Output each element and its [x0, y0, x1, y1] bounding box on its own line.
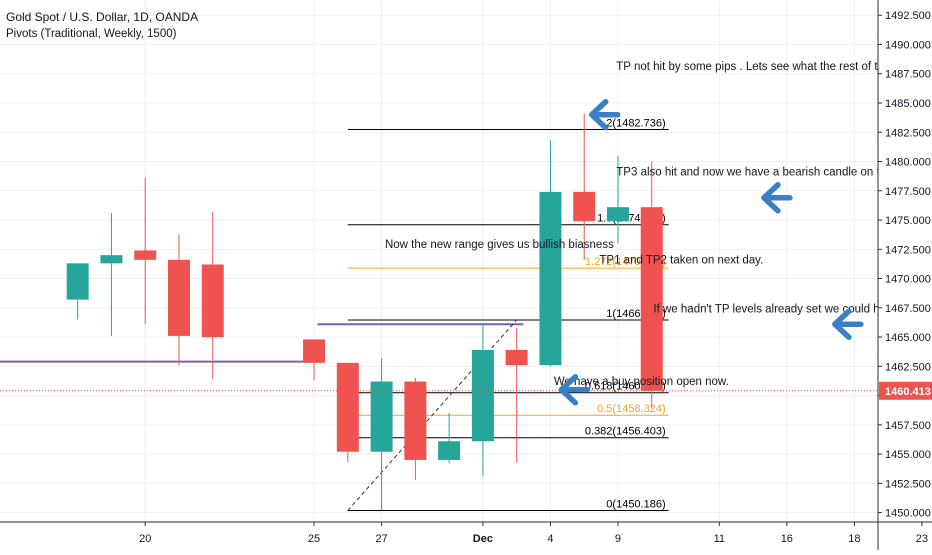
- candle[interactable]: [539, 140, 562, 367]
- fib-level-label: 0.382(1456.403): [585, 426, 666, 438]
- current-price-badge: [879, 381, 932, 400]
- candle-body[interactable]: [539, 191, 562, 366]
- chart-title: Gold Spot / U.S. Dollar, 1D, OANDA: [6, 10, 198, 24]
- arrow-left-icon[interactable]: [832, 308, 864, 340]
- candle[interactable]: [404, 378, 427, 480]
- x-tick-label: 27: [375, 533, 387, 545]
- candles[interactable]: [66, 113, 663, 511]
- x-tick-label: 16: [781, 533, 793, 545]
- candle-body[interactable]: [438, 441, 461, 460]
- candle[interactable]: [201, 211, 224, 380]
- x-tick-label: 11: [714, 533, 725, 545]
- fib-level-label: 0.5(1458.324): [597, 403, 666, 415]
- candle-body[interactable]: [336, 362, 359, 452]
- candle[interactable]: [167, 234, 190, 366]
- candle[interactable]: [134, 177, 157, 325]
- annotations[interactable]: TP not hit by some pips . Lets see what …: [385, 61, 932, 388]
- y-tick-label: 1467.500: [885, 303, 931, 315]
- candle-body[interactable]: [505, 349, 528, 366]
- arrows[interactable]: [558, 98, 864, 406]
- current-price-label: 1460.413: [885, 386, 931, 398]
- y-tick-label: 1480.000: [885, 157, 931, 169]
- y-tick-label: 1455.000: [885, 449, 931, 461]
- y-tick-label: 1485.000: [885, 98, 931, 110]
- candle[interactable]: [640, 161, 663, 409]
- x-tick-label: Dec: [473, 533, 493, 545]
- x-tick-label: 25: [308, 533, 320, 545]
- x-tick-label: 18: [848, 533, 860, 545]
- candle-body[interactable]: [404, 381, 427, 460]
- y-tick-label: 1492.500: [885, 10, 931, 22]
- y-tick-label: 1450.000: [885, 508, 931, 520]
- price-axis-background: [878, 0, 932, 550]
- arrow-left-icon[interactable]: [761, 182, 793, 214]
- arrow-left-icon[interactable]: [558, 373, 591, 406]
- candle-body[interactable]: [573, 191, 596, 222]
- y-tick-label: 1465.000: [885, 332, 931, 344]
- y-tick-label: 1472.500: [885, 244, 931, 256]
- candle-body[interactable]: [303, 339, 326, 363]
- x-tick-label: 20: [139, 533, 151, 545]
- grid: [0, 0, 923, 522]
- indicator-label: Pivots (Traditional, Weekly, 1500): [6, 28, 177, 40]
- y-tick-label: 1475.000: [885, 215, 931, 227]
- candle[interactable]: [471, 323, 494, 477]
- y-tick-label: 1490.000: [885, 39, 931, 51]
- candle-body[interactable]: [100, 255, 123, 264]
- candle[interactable]: [370, 358, 393, 511]
- candle[interactable]: [336, 362, 359, 463]
- pivot-lines: [0, 323, 524, 363]
- fib-level-label: 0(1450.186): [606, 498, 665, 510]
- y-tick-label: 1462.500: [885, 361, 931, 373]
- candle[interactable]: [100, 213, 123, 336]
- candle[interactable]: [573, 113, 596, 260]
- y-tick-label: 1487.500: [885, 69, 931, 81]
- x-tick-label: 4: [547, 533, 553, 545]
- candle-body[interactable]: [201, 264, 224, 338]
- candle-body[interactable]: [471, 349, 494, 442]
- candle-body[interactable]: [640, 207, 663, 391]
- candle[interactable]: [606, 155, 629, 244]
- y-tick-label: 1477.500: [885, 186, 931, 198]
- y-tick-label: 1470.000: [885, 274, 931, 286]
- candle-body[interactable]: [134, 250, 157, 260]
- arrow-left-icon[interactable]: [588, 98, 621, 131]
- candle-body[interactable]: [66, 263, 89, 300]
- candle-body[interactable]: [606, 207, 629, 222]
- annotation-text[interactable]: TP3 also hit and now we have a bearish c…: [616, 167, 932, 179]
- y-tick-label: 1452.500: [885, 478, 931, 490]
- annotation-text[interactable]: Now the new range gives us bullish biasn…: [385, 239, 614, 251]
- annotation-text[interactable]: We have a buy position open now.: [554, 376, 729, 388]
- candle[interactable]: [438, 413, 461, 464]
- time-axis-background: [0, 522, 932, 550]
- candle-body[interactable]: [370, 381, 393, 452]
- y-tick-label: 1482.500: [885, 127, 931, 139]
- candle[interactable]: [66, 263, 89, 320]
- x-tick-label: 23: [916, 533, 928, 545]
- y-tick-label: 1457.500: [885, 420, 931, 432]
- candle[interactable]: [505, 327, 528, 463]
- annotation-text[interactable]: TP not hit by some pips . Lets see what …: [616, 61, 932, 73]
- candle-body[interactable]: [167, 259, 190, 336]
- fib-level-label: 2(1482.736): [606, 117, 665, 129]
- x-tick-label: 9: [615, 533, 621, 545]
- annotation-text[interactable]: TP1 and TP2 taken on next day.: [599, 254, 763, 266]
- candle[interactable]: [303, 339, 326, 381]
- annotation-text[interactable]: If we hadn't TP levels already set we co…: [653, 303, 932, 315]
